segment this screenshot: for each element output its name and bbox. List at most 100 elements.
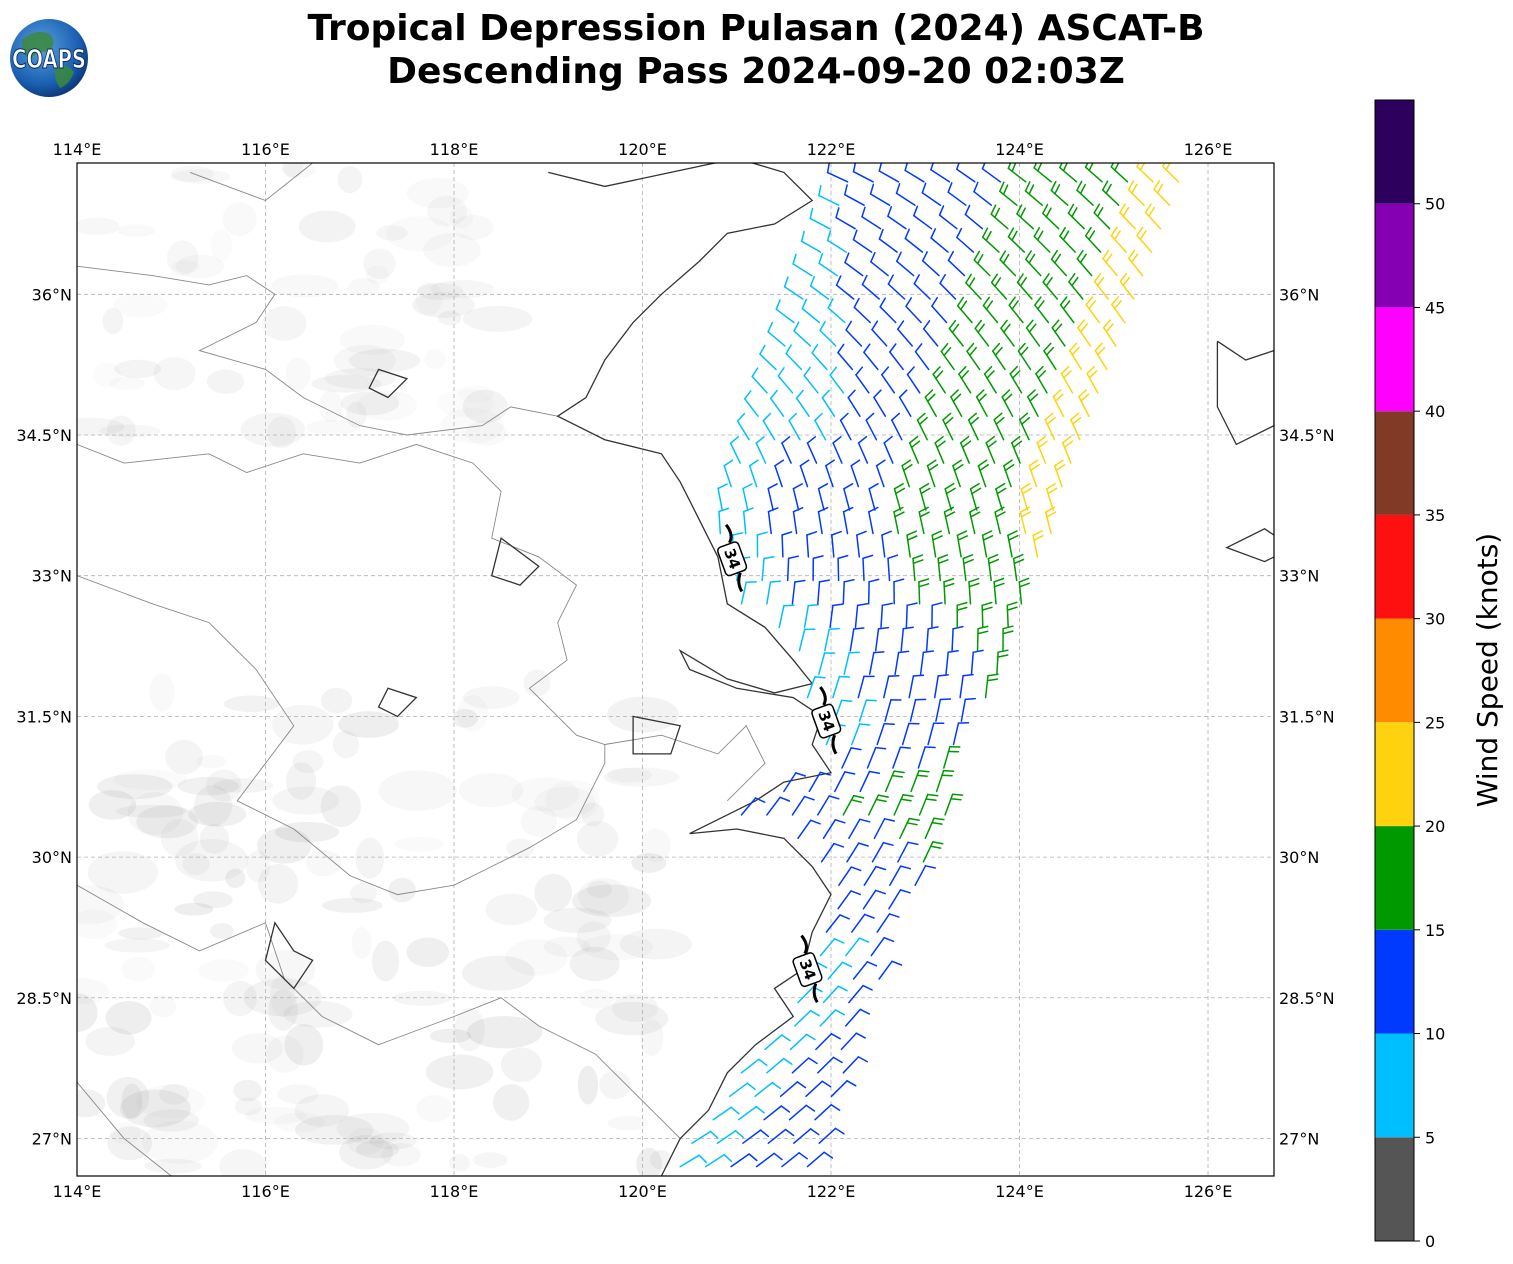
terrain-patch [511, 777, 580, 812]
wind-barb [935, 769, 955, 793]
terrain-patch [578, 988, 614, 1009]
terrain-patch [182, 853, 210, 876]
province-border [77, 575, 606, 896]
wind-barb [767, 1128, 795, 1144]
terrain-patch [109, 376, 146, 391]
wind-barb [1050, 250, 1068, 277]
lat-tick-label-left: 34.5°N [16, 426, 72, 445]
wind-barb [840, 1032, 866, 1051]
wind-barb [893, 483, 906, 511]
terrain-patch [337, 166, 363, 194]
terrain-patch [320, 785, 361, 828]
terrain-patch [115, 804, 187, 818]
terrain-patch [246, 850, 270, 883]
terrain-patch [77, 993, 98, 1032]
wind-barb [1060, 365, 1074, 394]
wind-barb [870, 251, 889, 277]
wind-barb [740, 581, 757, 605]
terrain-patch [118, 927, 164, 940]
wind-barb [900, 626, 914, 652]
terrain-patch [77, 1089, 106, 1118]
wind-barb [783, 276, 804, 300]
wind-barb [809, 207, 831, 230]
wind-barb [837, 343, 854, 371]
wind-barb [1094, 342, 1108, 371]
terrain-patch [430, 280, 495, 299]
terrain-patch [612, 994, 659, 1023]
wind-barb [951, 625, 964, 652]
wind-barb [847, 389, 861, 417]
wind-barb [815, 1033, 841, 1051]
wind-barb [837, 890, 862, 910]
wind-barb [817, 483, 829, 511]
wind-barb [1036, 435, 1048, 464]
terrain-patch [219, 1149, 267, 1176]
colorbar-tick-label: 15 [1425, 921, 1445, 940]
contour-label-box [811, 703, 842, 739]
terrain-patch [355, 837, 385, 879]
axis-tick-labels: 114°E 114°E 116°E 116°E 118°E 118°E 120°E 120°E… [16, 140, 1334, 1201]
wind-barb [1101, 180, 1120, 206]
wind-barb [827, 298, 846, 324]
terrain-patch [363, 248, 396, 280]
wind-barb [887, 554, 899, 582]
terrain-patch [294, 1094, 350, 1127]
terrain-patch [199, 823, 230, 854]
wind-barb [906, 530, 918, 558]
terrain-patch [393, 990, 451, 1006]
wind-barb [858, 699, 878, 722]
terrain-patch [113, 293, 168, 318]
terrain-patch [462, 686, 520, 709]
wind-barb [918, 578, 930, 605]
wind-barb [991, 342, 1006, 371]
wind-barb [869, 183, 891, 206]
terrain-patch [223, 695, 280, 713]
wind-barb [762, 412, 776, 441]
wind-barb [942, 412, 954, 441]
wind-barb [857, 435, 869, 464]
wind-barb [754, 1081, 782, 1098]
wind-barb [793, 321, 812, 347]
wind-barb [791, 579, 806, 605]
wind-barb [897, 320, 913, 347]
wind-barb [1085, 296, 1101, 324]
wind-barb [797, 819, 821, 840]
wind-barb [921, 182, 942, 206]
terrain-patch [175, 254, 225, 279]
terrain-patch [149, 673, 175, 712]
wind-barb [968, 577, 980, 605]
wind-barb [806, 436, 818, 464]
wind-barb [809, 275, 830, 300]
colorbar-tick-label: 0 [1425, 1232, 1435, 1251]
wind-barb [679, 1154, 708, 1168]
terrain-patch [378, 770, 457, 811]
terrain-patch [569, 946, 620, 982]
terrain-patch [340, 391, 400, 416]
colorbar-band [1375, 929, 1414, 1034]
wind-barb [905, 602, 918, 629]
terrain-patch [277, 1084, 319, 1105]
terrain-patch [193, 785, 233, 827]
terrain-patch [423, 233, 481, 268]
wind-barb [921, 251, 940, 277]
colorbar-band [1375, 722, 1414, 827]
terrain-patch [458, 773, 524, 808]
terrain-patch [607, 1115, 649, 1131]
wind-barb [959, 435, 972, 464]
wind-barb [964, 204, 984, 230]
wind-barb [899, 817, 920, 840]
wind-barb [783, 772, 807, 793]
wind-barb [956, 296, 973, 324]
terrain-patch [607, 696, 679, 733]
wind-barb [995, 482, 1007, 511]
wind-barb [740, 797, 766, 816]
wind-barb [918, 793, 939, 816]
wind-barb [966, 342, 981, 371]
terrain-patch [520, 806, 558, 837]
terrain-patch [543, 936, 591, 958]
wind-barb [819, 321, 837, 347]
wind-barb [893, 794, 914, 816]
wind-barb [817, 1056, 843, 1074]
wind-barb [879, 297, 897, 324]
